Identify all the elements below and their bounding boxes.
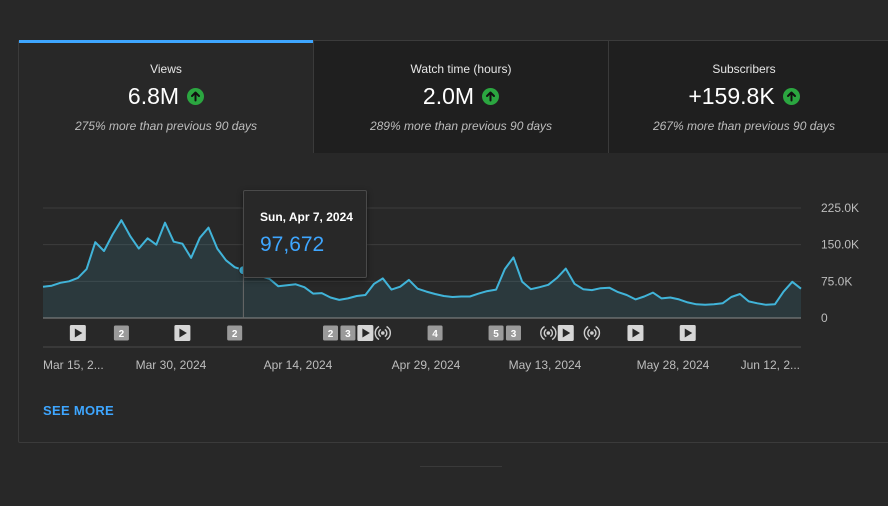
y-tick-label: 0 — [821, 311, 828, 325]
upload-count-marker[interactable] — [505, 325, 521, 341]
x-tick-label: May 13, 2024 — [509, 358, 582, 372]
live-icon[interactable] — [583, 325, 601, 341]
x-tick-label: Mar 30, 2024 — [136, 358, 207, 372]
upload-count-label: 4 — [432, 329, 438, 340]
upload-count-label: 5 — [493, 329, 499, 340]
tab-value: 6.8M — [127, 83, 180, 109]
y-tick-label: 150.0K — [821, 238, 859, 252]
arrow-up-icon — [782, 88, 800, 105]
play-icon — [562, 328, 571, 338]
tooltip-date: Sun, Apr 7, 2024 — [260, 210, 353, 224]
tooltip-value: 97,672 — [260, 233, 325, 256]
upload-count-label: 2 — [328, 329, 334, 340]
play-icon — [684, 328, 693, 338]
upload-count-marker[interactable] — [340, 325, 356, 341]
arrow-up-icon — [482, 88, 500, 105]
analytics-card: Views 6.8M 275% more than previous 90 da… — [18, 40, 888, 443]
upload-count-label: 2 — [232, 329, 238, 340]
views-line[interactable] — [42, 219, 802, 306]
tab-change-text: 275% more than previous 90 days — [74, 119, 258, 133]
upload-count-label: 3 — [345, 329, 351, 340]
active-tab-indicator — [19, 40, 313, 43]
y-tick-label: 225.0K — [821, 201, 859, 215]
tab-label: Views — [150, 62, 182, 76]
views-area — [43, 220, 801, 318]
upload-count-marker[interactable] — [227, 325, 243, 341]
upload-count-label: 2 — [119, 329, 125, 340]
arrow-up-icon — [187, 88, 205, 105]
see-more-link[interactable]: SEE MORE — [43, 403, 115, 418]
chart-tooltip: Sun, Apr 7, 2024 97,672 — [243, 190, 367, 278]
x-tick-label: May 28, 2024 — [637, 358, 710, 372]
live-icon[interactable] — [540, 325, 557, 341]
upload-count-label: 3 — [511, 329, 517, 340]
x-tick-label: Apr 14, 2024 — [264, 358, 333, 372]
upload-count-marker[interactable] — [488, 325, 504, 341]
x-tick-label: Mar 15, 2... — [43, 358, 104, 372]
play-icon — [362, 328, 370, 338]
tab-change-text: 267% more than previous 90 days — [652, 119, 836, 133]
tab-value: 2.0M — [422, 83, 475, 109]
live-icon[interactable] — [374, 325, 391, 341]
tab-value: +159.8K — [688, 83, 775, 109]
upload-count-marker[interactable] — [113, 325, 129, 341]
x-tick-label: Apr 29, 2024 — [392, 358, 461, 372]
upload-count-marker[interactable] — [323, 325, 339, 341]
play-icon — [179, 328, 187, 338]
tab-watch-time[interactable]: Watch time (hours) 2.0M 289% more than p… — [314, 41, 609, 153]
upload-count-marker[interactable] — [427, 325, 443, 341]
play-icon — [74, 328, 83, 338]
tab-change-text: 289% more than previous 90 days — [369, 119, 553, 133]
tab-label: Watch time (hours) — [410, 62, 512, 76]
play-icon — [632, 328, 640, 338]
tab-label: Subscribers — [712, 62, 776, 76]
metric-tabs: Views 6.8M 275% more than previous 90 da… — [19, 40, 888, 153]
x-tick-label: Jun 12, 2... — [741, 358, 800, 372]
tab-subscribers[interactable]: Subscribers +159.8K 267% more than previ… — [609, 41, 888, 153]
tab-views[interactable]: Views 6.8M 275% more than previous 90 da… — [19, 40, 314, 153]
divider — [420, 466, 502, 467]
y-tick-label: 75.0K — [821, 274, 852, 288]
